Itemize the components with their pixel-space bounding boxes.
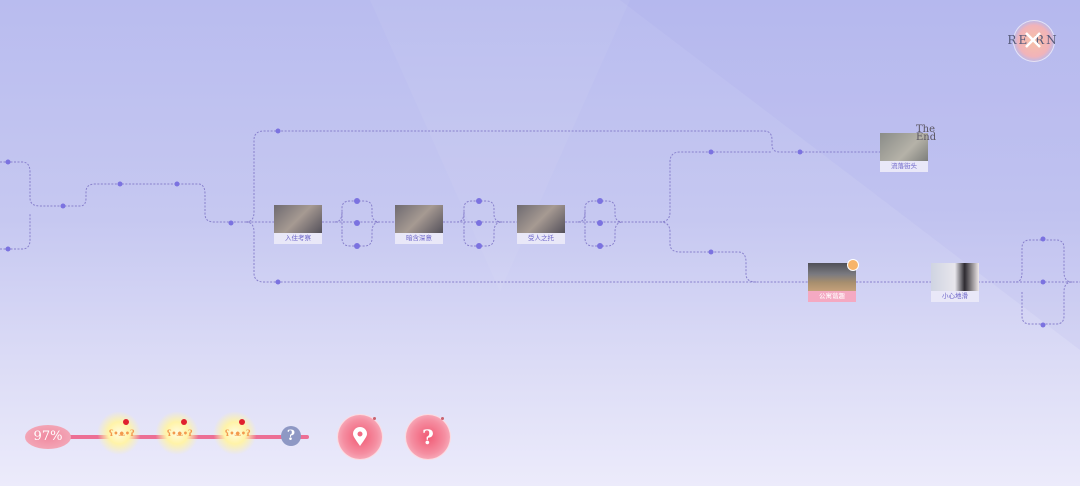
locked-reward-icon[interactable]: ?: [281, 426, 301, 446]
story-node[interactable]: 暗含深意: [395, 205, 443, 244]
location-button[interactable]: [337, 414, 383, 460]
node-label: 小心地滑: [931, 291, 979, 302]
node-label: 流落街头: [880, 161, 928, 172]
node-label: 暗含深意: [395, 233, 443, 244]
progress-percent: 97%: [25, 425, 71, 449]
bear-reward-icon[interactable]: ʕ•ᴥ•ʔ: [213, 411, 257, 455]
story-node-current[interactable]: 公寓谐趣: [808, 259, 859, 302]
location-pin-icon: [353, 427, 367, 446]
the-end-tag: The End: [916, 124, 937, 143]
node-thumbnail: [395, 205, 443, 233]
return-logo-button[interactable]: RE RN: [1001, 20, 1065, 62]
bear-reward-icon[interactable]: ʕ•ᴥ•ʔ: [97, 411, 141, 455]
question-icon: ?: [422, 425, 434, 449]
route-dots: [5, 128, 1046, 328]
close-x-icon: [1025, 32, 1041, 48]
node-thumbnail: [880, 133, 928, 161]
node-label: 公寓谐趣: [808, 291, 856, 302]
node-label: 入住考察: [274, 233, 322, 244]
new-badge-icon: [847, 259, 859, 271]
story-node[interactable]: 入住考察: [274, 205, 322, 244]
node-thumbnail: [274, 205, 322, 233]
story-node[interactable]: 小心地滑: [931, 263, 979, 302]
bear-reward-icon[interactable]: ʕ•ᴥ•ʔ: [155, 411, 199, 455]
story-node-ending[interactable]: 流落街头 The End: [880, 125, 936, 172]
node-label: 受人之托: [517, 233, 565, 244]
node-thumbnail: [517, 205, 565, 233]
hint-button[interactable]: ?: [405, 414, 451, 460]
story-node[interactable]: 受人之托: [517, 205, 565, 244]
node-thumbnail: [931, 263, 979, 291]
